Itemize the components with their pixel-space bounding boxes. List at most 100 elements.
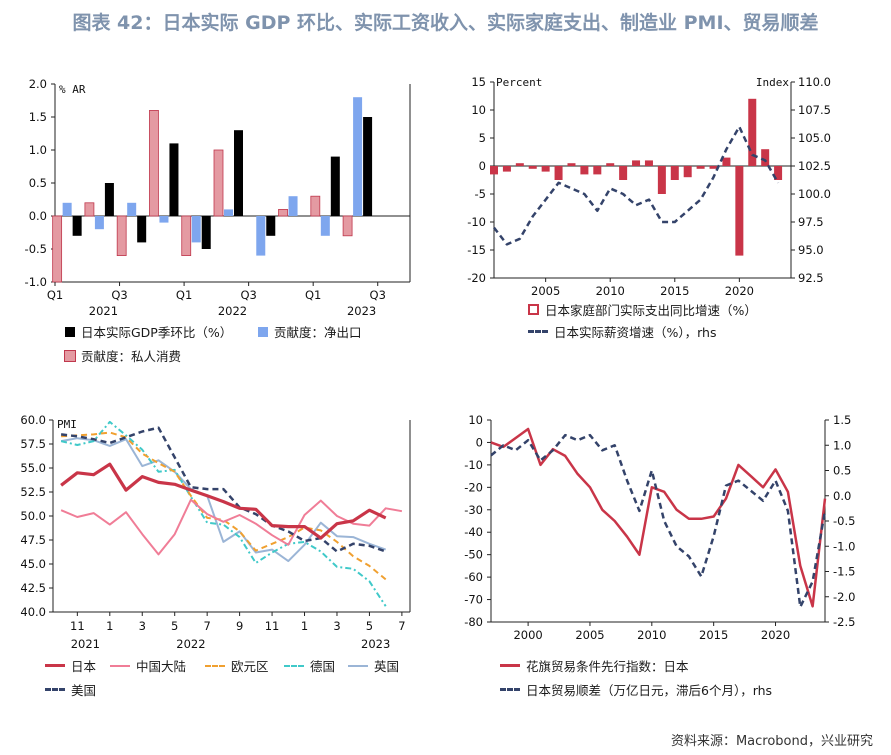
trade-y2-tick-label: 1.5	[833, 413, 851, 427]
pmi-legend-swatch	[45, 664, 65, 667]
gdp-bar	[363, 117, 373, 216]
pmi-y-tick-label: 60.0	[20, 413, 46, 427]
gdp-bar	[137, 216, 147, 243]
gdp-year-label: 2022	[218, 304, 247, 318]
trade-y2-tick-label: -2.0	[833, 590, 855, 604]
trade-surplus-line	[490, 433, 827, 609]
pmi-y-tick-label: 42.5	[20, 581, 46, 595]
pmi-y-tick-label: 50.0	[20, 509, 46, 523]
trade-x-tick-label: 2020	[761, 628, 790, 642]
gdp-y-tick-label: 0.5	[29, 176, 47, 190]
spending-y-tick-label: 10	[471, 103, 486, 117]
spending-bar	[722, 157, 731, 166]
spending-x-tick-label: 2020	[725, 284, 754, 298]
trade-y-tick-label: -50	[464, 548, 483, 562]
gdp-legend-swatch-black	[65, 326, 75, 337]
spending-y2-tick-label: 92.5	[798, 271, 824, 285]
spending-bar	[657, 166, 666, 194]
gdp-y-tick-label: 1.5	[29, 110, 47, 124]
trade-y-tick-label: -20	[464, 480, 483, 494]
spending-bar	[709, 166, 718, 169]
spending-y-tick-label: -5	[475, 187, 486, 201]
gdp-legend-item-consumption: 贡献度：私人消费	[64, 346, 182, 365]
spending-x-tick-label: 2005	[531, 284, 560, 298]
spending-bar	[554, 166, 563, 180]
wage-growth-line	[493, 125, 780, 246]
pmi-x-tick-label: 11	[265, 619, 280, 633]
gdp-bar	[234, 130, 243, 216]
pmi-year-label: 2021	[71, 637, 100, 651]
gdp-bar	[104, 183, 114, 216]
spending-y2-tick-label: 102.5	[798, 159, 831, 173]
spending-legend-label: 日本家庭部门实际支出同比增速（%）	[545, 303, 757, 318]
spending-bar	[632, 160, 641, 166]
trade-y2-tick-label: 0.0	[833, 489, 851, 503]
spending-bar	[644, 160, 653, 166]
gdp-x-tick-label: Q1	[305, 288, 321, 302]
netexport-bar	[320, 216, 330, 236]
spending-bar	[670, 166, 679, 180]
trade-legend-item-citi: 花旗贸易条件先行指数：日本	[500, 656, 689, 675]
pmi-legend-item-japan: 日本	[45, 656, 96, 675]
pmi-line-euro	[61, 431, 387, 581]
netexport-bar	[191, 216, 201, 243]
pmi-unit-label: PMI	[57, 418, 77, 431]
gdp-y-tick-label: -0.5	[25, 242, 47, 256]
spending-legend-swatch	[528, 330, 548, 333]
spending-y2-tick-label: 105.0	[798, 131, 831, 145]
trade-y-tick-label: 0	[476, 435, 483, 449]
trade-y-tick-label: 10	[468, 413, 483, 427]
gdp-legend-swatch-pink	[64, 349, 76, 362]
spending-bar	[567, 163, 576, 166]
spending-x-tick-label: 2015	[660, 284, 689, 298]
trade-legend-item-surplus: 日本贸易顺差（万亿日元，滞后6个月），rhs	[500, 680, 772, 699]
netexport-bar	[94, 216, 104, 230]
pmi-legend-label: 中国大陆	[136, 659, 187, 674]
gdp-legend-label: 贡献度：私人消费	[81, 349, 182, 364]
spending-bar	[580, 166, 589, 175]
trade-legend-label: 日本贸易顺差（万亿日元，滞后6个月），rhs	[526, 683, 773, 698]
spending-bar	[515, 163, 524, 166]
pmi-line-uk	[60, 437, 387, 563]
trade-x-tick-label: 2005	[575, 628, 604, 642]
trade-y2-tick-label: -0.5	[833, 514, 855, 528]
gdp-year-label: 2023	[347, 304, 376, 318]
spending-legend-item-wage: 日本实际薪资增速（%），rhs	[528, 322, 716, 341]
gdp-unit-label: % AR	[59, 83, 86, 96]
spending-y-tick-label: 5	[479, 131, 486, 145]
spending-bar	[541, 166, 550, 172]
pmi-line-germany	[60, 420, 387, 607]
consumption-bar	[278, 208, 288, 217]
trade-y2-tick-label: -2.5	[833, 615, 855, 629]
trade-legend-swatch	[500, 688, 520, 691]
pmi-x-tick-label: 7	[398, 619, 405, 633]
pmi-y-tick-label: 45.0	[20, 557, 46, 571]
gdp-legend-label: 日本实际GDP季环比（%）	[81, 325, 233, 340]
pmi-y-tick-label: 57.5	[20, 437, 46, 451]
source-note: 资料来源：Macrobond，兴业研究	[670, 734, 873, 749]
gdp-x-tick-label: Q3	[111, 288, 127, 302]
page-title: 图表 42：日本实际 GDP 环比、实际工资收入、实际家庭支出、制造业 PMI、…	[72, 12, 819, 34]
spending-legend-item-bars: 日本家庭部门实际支出同比增速（%）	[528, 300, 757, 319]
spending-y-tick-label: -10	[467, 215, 486, 229]
spending-y2-tick-label: 100.0	[798, 187, 831, 201]
pmi-legend-item-us: 美国	[45, 680, 96, 699]
consumption-bar	[84, 202, 95, 217]
spending-y2-tick-label: 110.0	[798, 75, 831, 89]
trade-y-tick-label: -80	[464, 615, 483, 629]
spending-y2-tick-label: 107.5	[798, 103, 831, 117]
pmi-x-tick-label: 11	[70, 619, 85, 633]
spending-y-tick-label: 0	[479, 159, 486, 173]
pmi-legend-label: 英国	[374, 659, 400, 674]
spending-right-unit: Index	[756, 76, 789, 89]
gdp-y-tick-label: 1.0	[29, 143, 47, 157]
spending-bar	[774, 166, 783, 180]
pmi-legend-swatch	[110, 664, 130, 667]
consumption-bar	[181, 215, 192, 256]
netexport-bar	[127, 202, 137, 216]
pmi-x-tick-label: 1	[106, 619, 113, 633]
netexport-bar	[224, 209, 233, 216]
spending-bar	[593, 166, 602, 175]
pmi-legend-item-euro: 欧元区	[205, 656, 269, 675]
pmi-x-tick-label: 1	[301, 619, 308, 633]
